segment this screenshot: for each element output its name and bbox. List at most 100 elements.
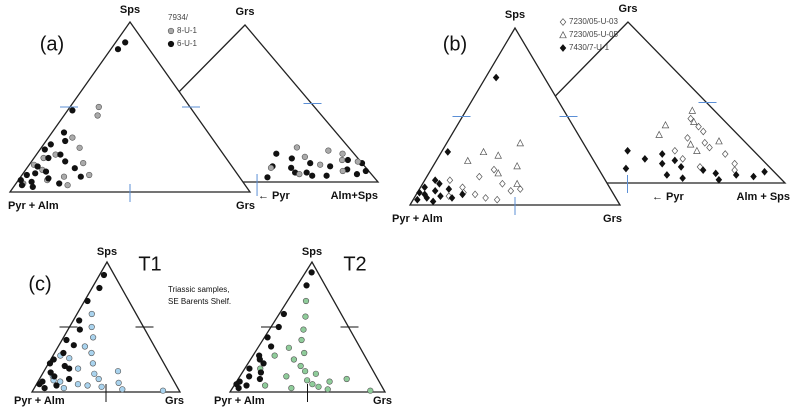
data-point <box>445 185 453 193</box>
data-point <box>307 160 314 167</box>
data-point <box>256 375 264 383</box>
plot-title: T1 <box>138 253 161 275</box>
data-point <box>315 383 322 390</box>
data-point <box>96 284 103 292</box>
data-point <box>62 137 69 145</box>
vertex-label: Sps <box>120 4 140 16</box>
data-point <box>34 163 41 170</box>
data-point <box>688 106 697 114</box>
data-point <box>677 163 685 171</box>
data-point <box>64 182 71 189</box>
data-point <box>493 195 501 204</box>
data-point <box>60 173 68 180</box>
data-point <box>63 336 70 344</box>
data-point <box>167 40 175 48</box>
data-point <box>699 166 707 174</box>
data-point <box>339 150 346 157</box>
data-point <box>312 370 319 377</box>
data-point <box>23 171 30 179</box>
data-point <box>304 377 311 384</box>
data-point <box>339 167 346 175</box>
data-point <box>264 174 271 181</box>
data-point <box>308 269 315 276</box>
vertex-label: Grs <box>236 200 255 212</box>
data-point <box>658 150 666 158</box>
data-point <box>76 317 83 324</box>
data-point <box>100 271 108 279</box>
data-point <box>159 387 167 394</box>
data-point <box>507 186 515 195</box>
data-point <box>622 164 630 173</box>
data-point <box>53 382 60 389</box>
data-point <box>750 172 757 181</box>
data-point <box>36 381 43 388</box>
data-point <box>479 147 488 156</box>
data-point <box>679 155 686 163</box>
data-point <box>661 120 670 129</box>
data-point <box>98 383 105 390</box>
data-point <box>476 172 483 181</box>
data-point <box>671 146 679 155</box>
annotation: SE Barents Shelf. <box>168 297 231 306</box>
data-point <box>271 352 278 359</box>
data-point <box>658 159 666 168</box>
vertex-label: Grs <box>373 395 392 407</box>
data-point <box>301 153 308 160</box>
data-point <box>45 175 52 182</box>
data-point <box>56 180 63 187</box>
data-point <box>246 365 253 372</box>
data-point <box>283 373 290 380</box>
data-point <box>715 137 723 145</box>
data-point <box>324 386 331 393</box>
data-point <box>57 151 64 158</box>
data-point <box>28 178 35 185</box>
data-point <box>50 356 57 363</box>
legend-label: 7230/05-U-03 <box>569 17 618 26</box>
data-point <box>701 138 709 147</box>
data-point <box>362 167 369 175</box>
data-point <box>60 349 67 357</box>
data-point <box>60 385 67 392</box>
legend-label: 7430/7-U-1 <box>569 43 610 52</box>
data-point <box>84 297 91 305</box>
data-point <box>715 175 723 184</box>
data-point <box>80 160 87 167</box>
ternary-plot: Sps Pyr + Alm Grs (c) T1 Triassic samples, SE … <box>14 246 231 407</box>
data-point <box>268 343 275 350</box>
data-point <box>624 146 631 155</box>
data-point <box>65 375 73 383</box>
data-point <box>275 323 282 331</box>
vertex-label: Grs <box>603 213 622 225</box>
data-point <box>414 195 421 204</box>
data-point <box>70 342 77 349</box>
data-point <box>325 147 332 154</box>
vertex-label: Grs <box>165 395 184 407</box>
data-point <box>288 385 295 392</box>
data-point <box>303 169 310 176</box>
data-point <box>684 134 691 142</box>
vertex-label: Pyr + Alm <box>14 395 65 407</box>
vertex-label: Pyr + Alm <box>8 200 59 212</box>
data-point <box>62 158 69 165</box>
data-point <box>327 163 334 170</box>
triangle <box>30 260 182 393</box>
data-point <box>29 183 36 190</box>
data-point <box>69 134 76 141</box>
data-point <box>492 73 500 82</box>
data-point <box>367 387 374 394</box>
data-point <box>513 162 521 170</box>
data-point <box>700 127 707 136</box>
data-point <box>60 129 68 136</box>
data-point <box>490 165 498 174</box>
data-point <box>721 150 729 158</box>
data-point <box>89 360 96 367</box>
annotation: Triassic samples, <box>168 285 230 294</box>
data-point <box>296 171 303 178</box>
data-point <box>353 171 361 178</box>
data-point <box>246 373 253 380</box>
data-point <box>687 114 694 123</box>
vertex-label: Grs <box>236 6 255 18</box>
data-point <box>317 161 324 168</box>
data-point <box>71 165 78 172</box>
data-point <box>437 192 444 200</box>
